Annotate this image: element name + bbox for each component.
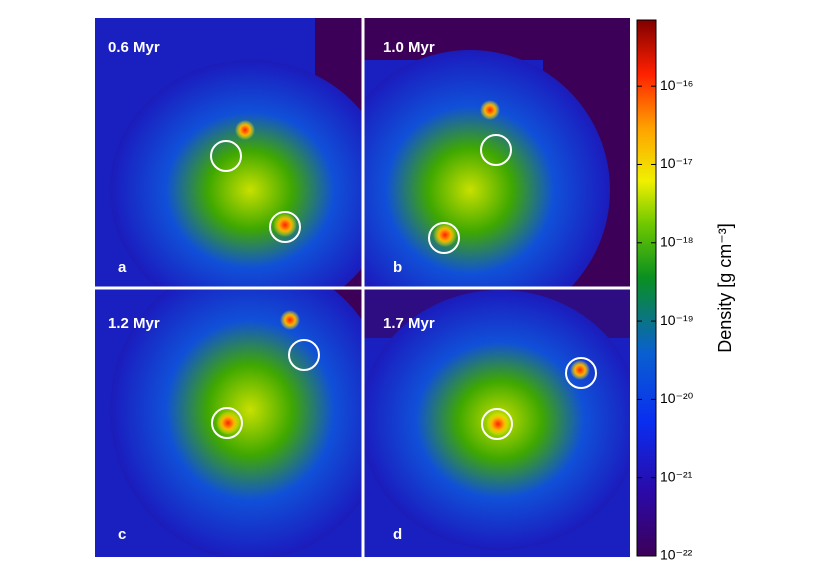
tick-label: 10⁻¹⁹ bbox=[660, 312, 694, 328]
tick-label: 10⁻²⁰ bbox=[660, 390, 694, 406]
panel: 1.7 Myr d bbox=[363, 288, 630, 557]
panel: 1.0 Myr b bbox=[363, 18, 630, 288]
panel: 1.2 Myr c bbox=[95, 288, 363, 557]
tick-label: 10⁻¹⁸ bbox=[660, 233, 694, 249]
panel-time: 1.2 Myr bbox=[108, 315, 160, 332]
tick-label: 10⁻²² bbox=[660, 547, 693, 563]
panel-letter: d bbox=[393, 526, 402, 543]
colorbar bbox=[636, 19, 657, 557]
panel-time: 1.0 Myr bbox=[383, 39, 435, 56]
panel-time: 0.6 Myr bbox=[108, 39, 160, 56]
tick-label: 10⁻²¹ bbox=[660, 468, 693, 484]
panel: 0.6 Myr a bbox=[95, 18, 363, 288]
panel-letter: c bbox=[118, 526, 126, 543]
tick-label: 10⁻¹⁷ bbox=[660, 155, 693, 171]
colorbar-label: Density [g cm⁻³] bbox=[715, 223, 735, 353]
panel-time: 1.7 Myr bbox=[383, 315, 435, 332]
tick-label: 10⁻¹⁶ bbox=[660, 77, 693, 93]
panel-letter: b bbox=[393, 259, 402, 276]
panel-letter: a bbox=[118, 259, 127, 276]
